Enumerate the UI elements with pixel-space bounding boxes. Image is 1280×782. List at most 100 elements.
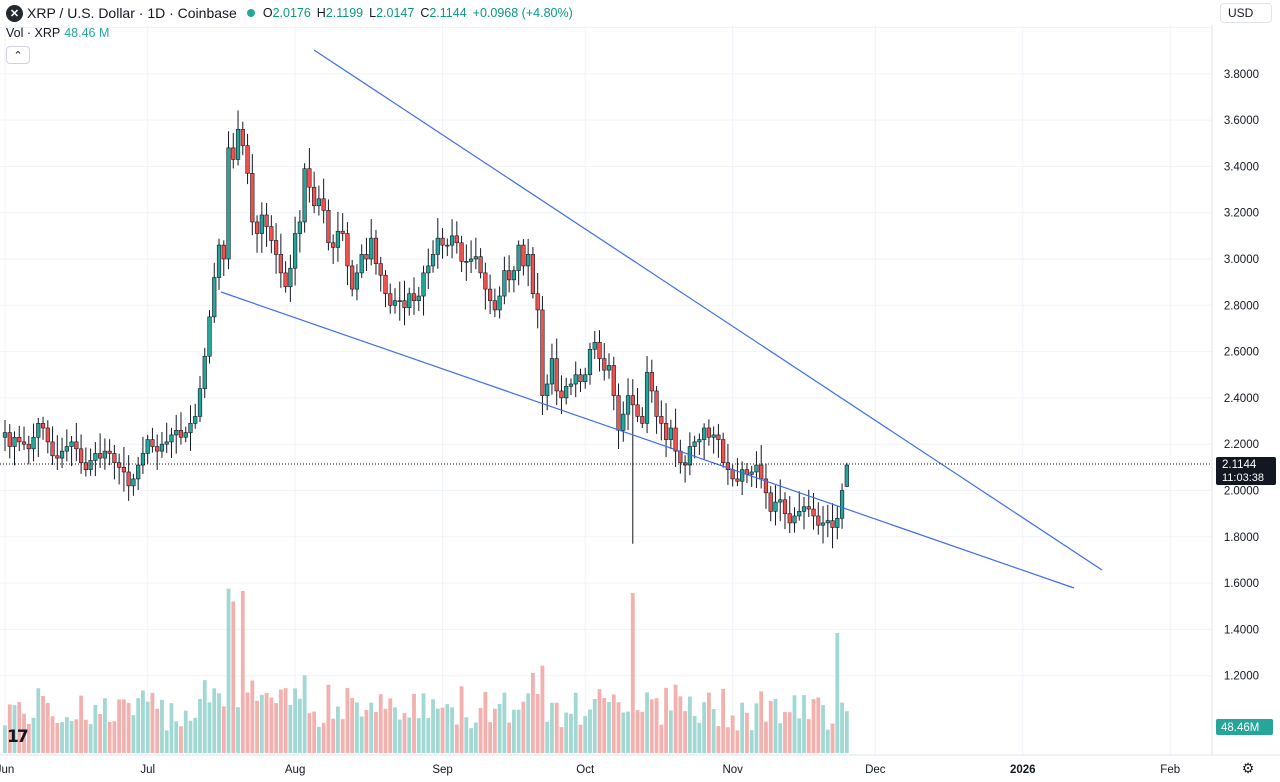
volume-bar [730,715,735,753]
time-axis-label: Aug [285,764,305,776]
candle-body [140,453,146,466]
candle-body [207,316,212,357]
candle-body [706,427,711,438]
candle-body [335,230,341,248]
volume-bar [835,633,840,753]
volume-bar [388,698,393,753]
candle-body [421,272,426,297]
candle-body [611,365,616,396]
gear-icon[interactable]: ⚙ [1241,760,1255,776]
candle-body [616,395,621,431]
candle-body [254,221,260,234]
candle-body [749,471,754,475]
candle-body [373,237,379,264]
candle-body [673,427,678,452]
candle-body [792,515,797,524]
volume-bar [683,711,688,753]
last-price-tag [1216,457,1276,486]
volume-bar [297,698,302,753]
candle-body [136,464,141,480]
volume-bar [74,719,79,753]
candle-body [221,244,226,260]
candle-body [383,274,388,295]
volume-bar [93,704,98,753]
currency-selector[interactable]: USD [1220,3,1272,23]
candle-body [806,506,811,510]
volume-bar [507,722,512,753]
volume-bar [640,711,645,753]
candle-body [564,386,569,399]
candle-body [568,383,574,387]
candle-body [663,423,669,440]
volume-bar [45,702,50,753]
price-axis-label: 2.4000 [1224,393,1259,405]
candle-body [530,254,536,295]
volume-bar [212,688,217,753]
candle-body [2,432,8,438]
price-axis-label: 3.2000 [1224,208,1259,220]
candle-body [759,464,764,480]
price-axis-label: 2.8000 [1224,300,1259,312]
candle-body [407,293,412,308]
candle-body [621,413,626,431]
symbol-title[interactable]: XRP / U.S. Dollar · 1D · Coinbase [27,5,237,21]
volume-bar [79,695,83,753]
volume-bar [107,721,112,753]
volume-bar [198,698,202,753]
volume-bar [217,693,221,753]
candle-body [121,467,126,473]
volume-bar [416,718,421,753]
candle-body [364,254,369,260]
candle-body [159,443,165,452]
candle-body [468,258,474,262]
candle-body [273,240,279,255]
candle-body [559,390,564,399]
volume-bar [426,717,431,753]
candle-body [583,374,588,382]
volume-bar [526,693,531,753]
collapse-legend-button[interactable]: ⌃ [6,46,30,64]
last-price-value: 2.1144 [1222,459,1257,471]
price-axis-label: 2.6000 [1224,347,1259,359]
volume-bar [259,694,264,753]
candle-body [702,427,707,440]
volume-bar [787,712,792,753]
candle-body [183,432,188,438]
volume-bar [502,692,507,753]
volume-bar [164,730,169,753]
candle-body [126,471,131,487]
volume-bar [488,722,493,753]
candle-body [278,254,283,274]
volume-bar [740,702,745,753]
volume-bar [516,709,521,753]
volume-bar [607,702,611,753]
volume-bars [3,588,849,753]
volume-bar [721,688,726,753]
volume-bar [302,675,307,753]
volume-bar [711,709,716,753]
volume-bar [7,704,12,753]
volume-bar [611,694,616,753]
candle-body [454,235,459,244]
volume-bar [12,705,17,753]
candle-body [716,434,721,440]
candle-body [687,446,692,466]
candle-body [216,244,222,278]
volume-bar [31,717,36,753]
candle-body [26,443,31,450]
candle-body [649,372,654,392]
volume-bar [179,726,183,753]
volume-bar [659,724,664,753]
volume-tag-value: 48.46M [1221,722,1259,734]
volume-bar [102,698,107,753]
candle-body [88,460,93,470]
volume-bar [316,726,321,753]
volume-bar [88,724,93,753]
volume-bar [597,689,602,753]
candle-body [554,358,559,392]
price-axis-label: 1.6000 [1224,578,1259,590]
candle-body [193,416,198,424]
tradingview-logo[interactable]: 17 [7,727,29,747]
volume-bar [673,684,678,753]
